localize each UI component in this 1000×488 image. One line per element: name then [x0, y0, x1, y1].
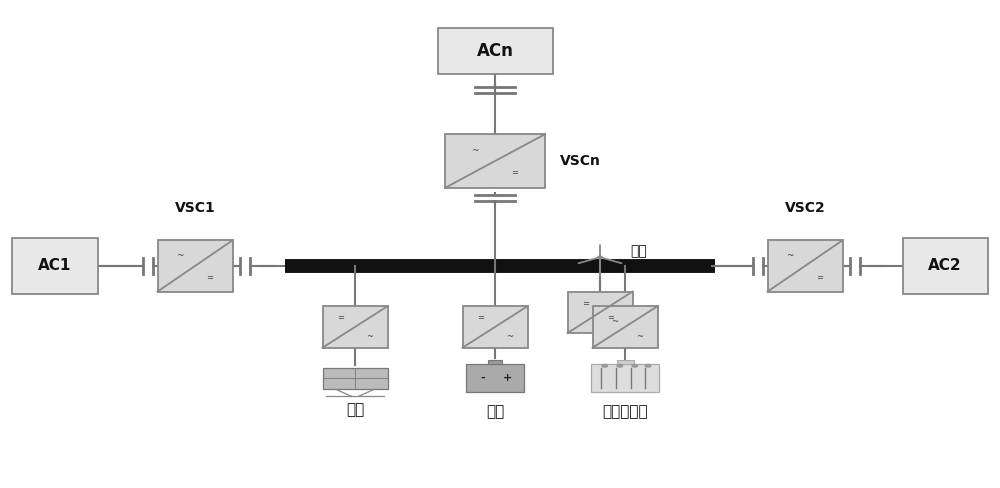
Text: 光伏: 光伏: [346, 402, 364, 417]
Text: 储能: 储能: [486, 405, 504, 420]
Bar: [568, 291, 633, 333]
Text: AC1: AC1: [38, 259, 72, 273]
Text: ACn: ACn: [477, 42, 513, 60]
Text: =: =: [607, 313, 614, 323]
Circle shape: [632, 365, 638, 367]
Text: ~: ~: [506, 331, 513, 341]
Text: VSC2: VSC2: [785, 201, 825, 215]
Bar: [591, 365, 659, 391]
Bar: [445, 134, 545, 188]
Bar: [768, 240, 843, 291]
Bar: [902, 238, 988, 294]
Bar: [12, 238, 98, 294]
Text: =: =: [477, 313, 484, 323]
Text: ~: ~: [786, 251, 794, 260]
Text: =: =: [582, 299, 589, 308]
Text: ~: ~: [611, 317, 618, 326]
Text: =: =: [817, 273, 824, 282]
Bar: [438, 28, 552, 74]
Bar: [592, 306, 658, 347]
Bar: [616, 360, 634, 365]
Text: =: =: [337, 313, 344, 323]
Bar: [466, 365, 524, 391]
Text: ~: ~: [636, 331, 643, 341]
Bar: [322, 306, 388, 347]
Bar: [462, 306, 528, 347]
Circle shape: [617, 365, 622, 367]
Circle shape: [598, 256, 602, 258]
Text: =: =: [207, 273, 214, 282]
Text: =: =: [512, 168, 518, 177]
Text: ~: ~: [471, 146, 479, 155]
Text: 电解水制氢: 电解水制氢: [602, 405, 648, 420]
Text: ~: ~: [176, 251, 184, 260]
Bar: [158, 240, 232, 291]
Circle shape: [602, 365, 607, 367]
Text: ~: ~: [366, 331, 373, 341]
Bar: [488, 360, 502, 365]
Text: VSC1: VSC1: [175, 201, 215, 215]
Text: +: +: [503, 373, 512, 383]
Text: AC2: AC2: [928, 259, 962, 273]
Text: VSCn: VSCn: [560, 154, 601, 168]
Circle shape: [645, 365, 651, 367]
Text: 风电: 风电: [630, 244, 647, 258]
Text: -: -: [480, 373, 485, 383]
Bar: [322, 367, 388, 389]
